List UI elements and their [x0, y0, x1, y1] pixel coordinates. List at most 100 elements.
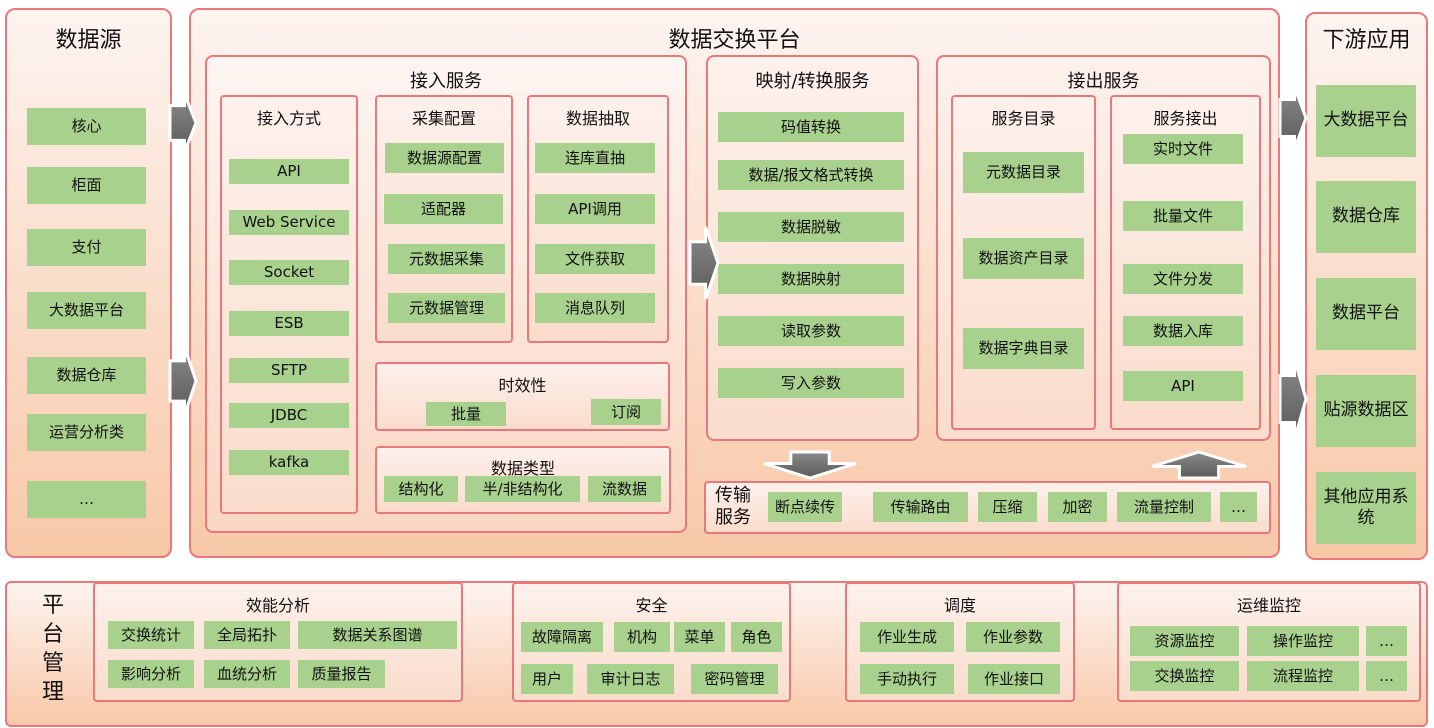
item-box: 作业生成 — [860, 622, 954, 652]
item-box: … — [1366, 661, 1407, 691]
item-box: 码值转换 — [718, 112, 904, 142]
item-box: 菜单 — [674, 622, 725, 652]
item-box: kafka — [229, 450, 349, 475]
item-box: 数据仓库 — [27, 357, 146, 394]
item-box: 实时文件 — [1123, 134, 1243, 164]
item-box: 核心 — [27, 108, 146, 145]
item-box: 结构化 — [384, 476, 458, 502]
item-box: 数据平台 — [1316, 278, 1416, 350]
item-box: 用户 — [521, 664, 573, 694]
perf-title: 效能分析 — [245, 596, 310, 615]
arrow-right-icon — [688, 226, 720, 300]
item-box: … — [27, 481, 146, 518]
item-box: 传输路由 — [873, 492, 968, 522]
item-box: 元数据管理 — [388, 293, 505, 323]
item-box: 读取参数 — [718, 316, 904, 346]
item-box: 文件分发 — [1123, 264, 1243, 294]
security-title: 安全 — [635, 596, 668, 615]
item-box: 流程监控 — [1247, 661, 1359, 691]
item-box: 数据映射 — [718, 264, 904, 294]
item-box: … — [1220, 492, 1257, 522]
service-out-title: 服务接出 — [1153, 109, 1218, 128]
item-box: 影响分析 — [108, 660, 194, 688]
item-box: 大数据平台 — [27, 292, 146, 329]
item-box: 数据资产目录 — [963, 238, 1084, 279]
item-box: Socket — [229, 260, 349, 285]
arrow-right-icon — [1278, 86, 1308, 150]
item-box: 数据源配置 — [385, 143, 504, 173]
ops-title: 运维监控 — [1236, 596, 1301, 615]
item-box: 元数据采集 — [388, 244, 505, 274]
item-box: 密码管理 — [691, 664, 778, 694]
item-box: 压缩 — [978, 492, 1037, 522]
exchange-platform-title: 数据交换平台 — [668, 28, 801, 53]
item-box: 交换统计 — [108, 621, 194, 649]
extract-title: 数据抽取 — [565, 109, 630, 128]
item-box: 数据字典目录 — [963, 328, 1084, 369]
item-box: 全局拓扑 — [204, 621, 290, 649]
datatype-title: 数据类型 — [490, 459, 555, 478]
item-box: 数据关系图谱 — [298, 621, 457, 649]
item-box: 半/非结构化 — [465, 476, 580, 502]
item-box: API调用 — [535, 194, 655, 224]
item-box: 其他应用系统 — [1316, 472, 1416, 544]
schedule-title: 调度 — [943, 596, 976, 615]
item-box: 消息队列 — [535, 293, 655, 323]
item-box: 写入参数 — [718, 368, 904, 398]
item-box: 运营分析类 — [27, 414, 146, 451]
item-box: 数据仓库 — [1316, 181, 1416, 253]
item-box: 元数据目录 — [963, 152, 1084, 193]
item-box: 手动执行 — [860, 664, 954, 694]
transport-service-title: 传输服务 — [715, 485, 751, 528]
item-box: 审计日志 — [587, 664, 674, 694]
data-source-panel: 数据源 — [5, 8, 172, 558]
item-box: 批量 — [426, 402, 506, 426]
item-box: 机构 — [614, 622, 670, 652]
mapping-service-title: 映射/转换服务 — [755, 71, 870, 92]
item-box: JDBC — [229, 403, 349, 428]
item-box: 适配器 — [384, 194, 503, 224]
item-box: 数据脱敏 — [718, 212, 904, 242]
item-box: 大数据平台 — [1316, 85, 1416, 157]
item-box: 数据/报文格式转换 — [718, 160, 904, 190]
item-box: 流数据 — [588, 476, 661, 502]
timeliness-panel: 时效性 — [375, 362, 670, 431]
item-box: 质量报告 — [298, 660, 385, 688]
arrow-down-icon — [763, 450, 857, 480]
item-box: … — [1366, 626, 1407, 656]
item-box: 贴源数据区 — [1316, 375, 1416, 447]
access-methods-title: 接入方式 — [256, 109, 321, 128]
arrow-right-icon — [1278, 358, 1308, 440]
downstream-title: 下游应用 — [1322, 28, 1411, 53]
management-title: 平台管理 — [42, 593, 65, 705]
collect-config-title: 采集配置 — [411, 109, 476, 128]
item-box: 作业参数 — [966, 622, 1060, 652]
item-box: 断点续传 — [768, 492, 842, 522]
item-box: 订阅 — [591, 399, 661, 425]
item-box: 血统分析 — [204, 660, 290, 688]
item-box: 批量文件 — [1123, 201, 1243, 231]
egress-service-title: 接出服务 — [1067, 71, 1140, 92]
arrow-right-icon — [168, 93, 198, 153]
item-box: ESB — [229, 311, 349, 336]
ingest-service-title: 接入服务 — [410, 71, 482, 92]
item-box: 文件获取 — [535, 244, 655, 274]
item-box: Web Service — [229, 210, 349, 235]
arrow-right-icon — [168, 346, 198, 416]
item-box: 故障隔离 — [521, 622, 603, 652]
item-box: 角色 — [731, 622, 782, 652]
item-box: 操作监控 — [1247, 626, 1359, 656]
arrow-up-icon — [1151, 450, 1247, 480]
item-box: 连库直抽 — [535, 143, 655, 173]
item-box: 数据入库 — [1123, 316, 1243, 346]
data-source-title: 数据源 — [55, 28, 122, 53]
item-box: SFTP — [229, 358, 349, 383]
item-box: API — [229, 159, 349, 184]
item-box: 柜面 — [27, 167, 146, 204]
item-box: 交换监控 — [1130, 661, 1239, 691]
service-catalog-title: 服务目录 — [991, 109, 1056, 128]
item-box: 作业接口 — [968, 664, 1060, 694]
item-box: 资源监控 — [1130, 626, 1239, 656]
item-box: 支付 — [27, 229, 146, 266]
timeliness-title: 时效性 — [498, 376, 547, 395]
